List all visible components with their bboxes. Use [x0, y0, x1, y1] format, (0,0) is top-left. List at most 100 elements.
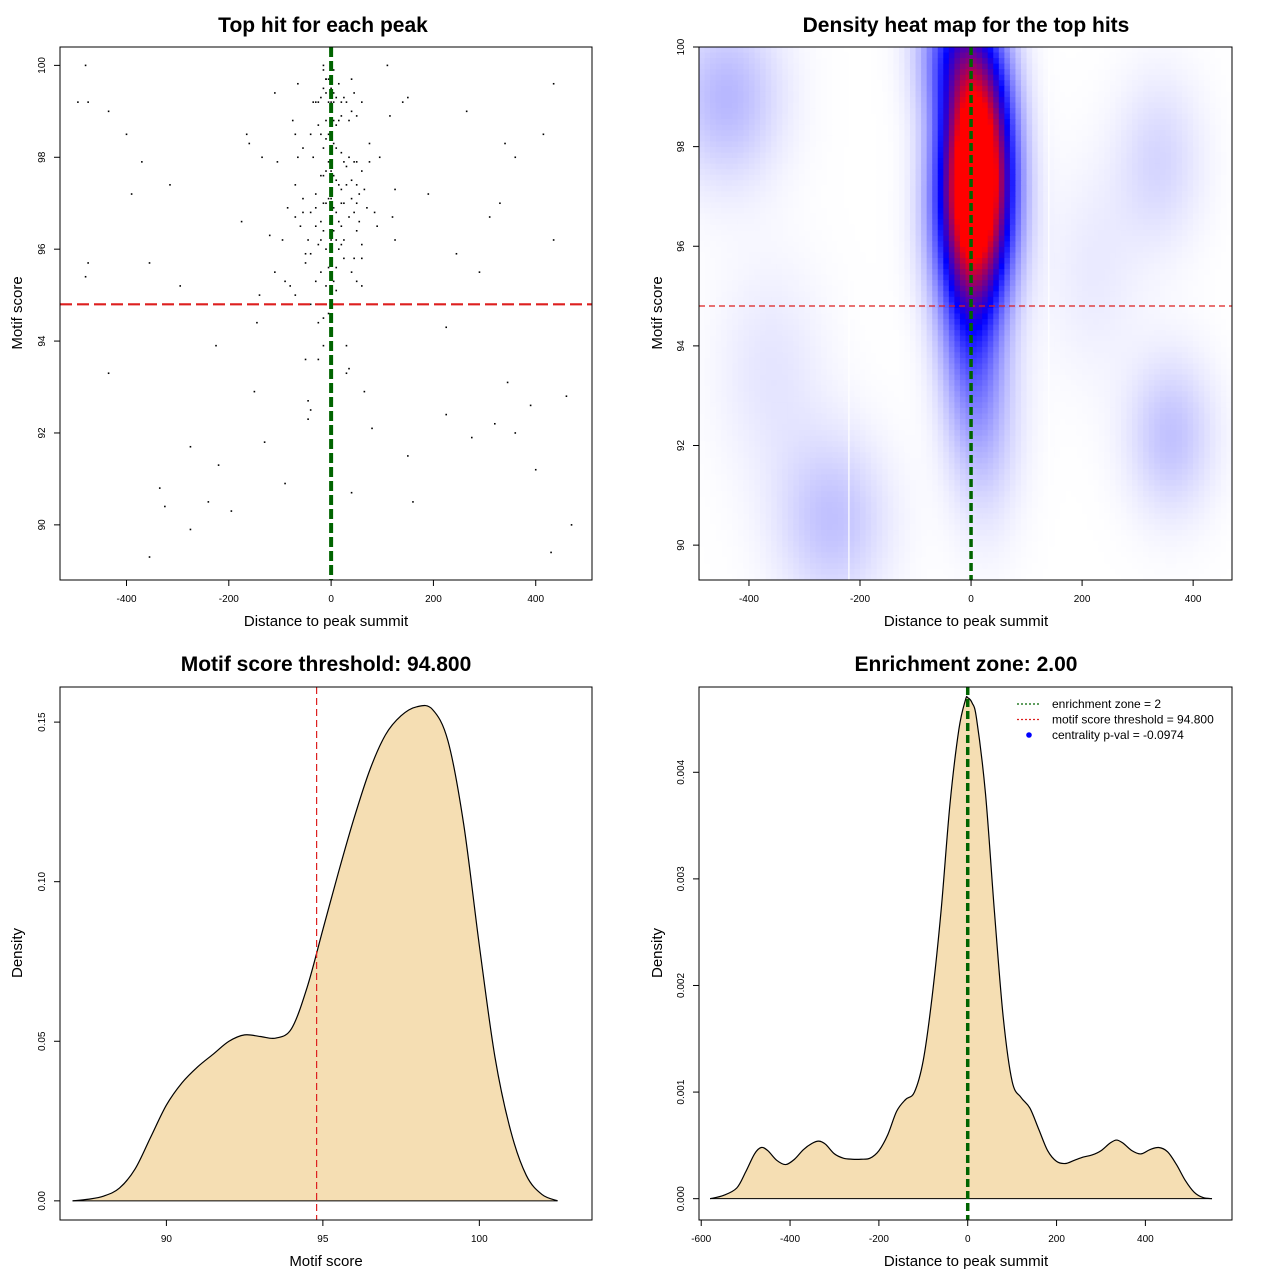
heat-cell: [1198, 124, 1205, 131]
heat-cell: [1226, 141, 1232, 148]
heat-cell: [993, 108, 1000, 115]
heat-cell: [793, 280, 800, 287]
heat-cell: [815, 163, 822, 170]
heat-cell: [971, 163, 978, 170]
heat-cell: [1070, 58, 1078, 65]
heat-cell: [1004, 96, 1011, 104]
heat-cell: [832, 63, 839, 70]
heat-cell: [965, 285, 972, 292]
heat-cell: [771, 108, 778, 115]
heat-cell: [1182, 152, 1189, 159]
heat-cell: [743, 113, 750, 120]
heat-cell: [954, 274, 961, 281]
heat-cell: [737, 296, 745, 303]
heat-cell: [993, 91, 1000, 98]
heat-cell: [1070, 108, 1078, 115]
heat-cell: [1098, 102, 1105, 109]
heat-cell: [1082, 108, 1089, 115]
heat-cell: [1154, 302, 1161, 309]
heat-cell: [1165, 302, 1172, 309]
data-point: [355, 280, 358, 283]
heat-cell: [998, 291, 1005, 298]
heat-cell: [760, 102, 767, 109]
heat-cell: [848, 180, 856, 187]
heat-cell: [1015, 285, 1022, 292]
heat-cell: [1015, 263, 1022, 270]
heat-cell: [860, 80, 867, 87]
heat-cell: [971, 174, 978, 181]
heat-cell: [1009, 269, 1017, 276]
heat-cell: [1226, 80, 1232, 87]
heat-cell: [843, 274, 850, 281]
heat-cell: [954, 80, 961, 87]
heat-cell: [1209, 180, 1216, 187]
heat-cell: [771, 196, 778, 204]
heat-cell: [898, 252, 906, 259]
heat-cell: [1015, 174, 1022, 181]
heat-cell: [943, 246, 950, 254]
heat-cell: [787, 185, 794, 192]
heat-cell: [804, 313, 811, 320]
heat-cell: [771, 74, 778, 81]
heat-cell: [1120, 63, 1128, 70]
heat-cell: [1065, 80, 1072, 87]
heat-cell: [1193, 124, 1200, 131]
heat-cell: [810, 196, 817, 204]
heat-cell: [1015, 208, 1022, 215]
heat-cell: [982, 141, 989, 148]
heat-cell: [860, 257, 867, 265]
heat-cell: [843, 63, 850, 70]
heat-cell: [798, 152, 806, 159]
heat-cell: [893, 130, 900, 137]
data-point: [394, 188, 396, 191]
heat-cell: [1048, 219, 1055, 226]
heat-cell: [1182, 130, 1189, 137]
heat-cell: [921, 280, 928, 287]
data-point: [470, 436, 473, 439]
heat-cell: [1082, 185, 1089, 192]
heat-cell: [1215, 74, 1222, 81]
heat-cell: [1182, 219, 1189, 226]
heat-cell: [1021, 163, 1028, 170]
heat-cell: [893, 108, 900, 115]
heat-cell: [1109, 263, 1117, 270]
heat-cell: [726, 241, 733, 248]
heat-cell: [1004, 113, 1011, 120]
heat-cell: [915, 74, 922, 81]
heat-cell: [860, 219, 867, 226]
heat-cell: [1126, 91, 1133, 98]
data-point: [327, 266, 330, 269]
heat-cell: [1048, 274, 1055, 281]
heat-cell: [1154, 274, 1161, 281]
heat-cell: [1109, 141, 1117, 148]
heat-cell: [1104, 235, 1111, 242]
heat-cell: [832, 269, 839, 276]
heat-cell: [1137, 313, 1144, 320]
heat-cell: [854, 52, 861, 59]
heat-cell: [721, 296, 728, 303]
heat-cell: [1115, 96, 1122, 104]
heat-cell: [954, 74, 961, 81]
heat-cell: [1032, 230, 1039, 237]
heat-cell: [971, 219, 978, 226]
heat-cell: [1048, 191, 1055, 198]
heat-cell: [798, 119, 806, 126]
heat-cell: [876, 235, 883, 242]
heat-cell: [726, 219, 733, 226]
heat-cell: [1209, 291, 1216, 298]
heat-cell: [765, 174, 772, 181]
heat-cell: [826, 108, 833, 115]
heat-cell: [1087, 307, 1094, 315]
heat-cell: [1115, 307, 1122, 315]
heat-cell: [826, 208, 833, 215]
heat-cell: [776, 85, 783, 93]
heat-cell: [876, 146, 883, 154]
heat-cell: [821, 191, 828, 198]
heat-cell: [898, 102, 906, 109]
heat-cell: [804, 302, 811, 309]
heat-cell: [787, 213, 794, 220]
heat-cell: [748, 96, 756, 104]
heat-cell: [1076, 219, 1083, 226]
heat-cell: [798, 319, 806, 326]
heat-cell: [732, 69, 739, 76]
